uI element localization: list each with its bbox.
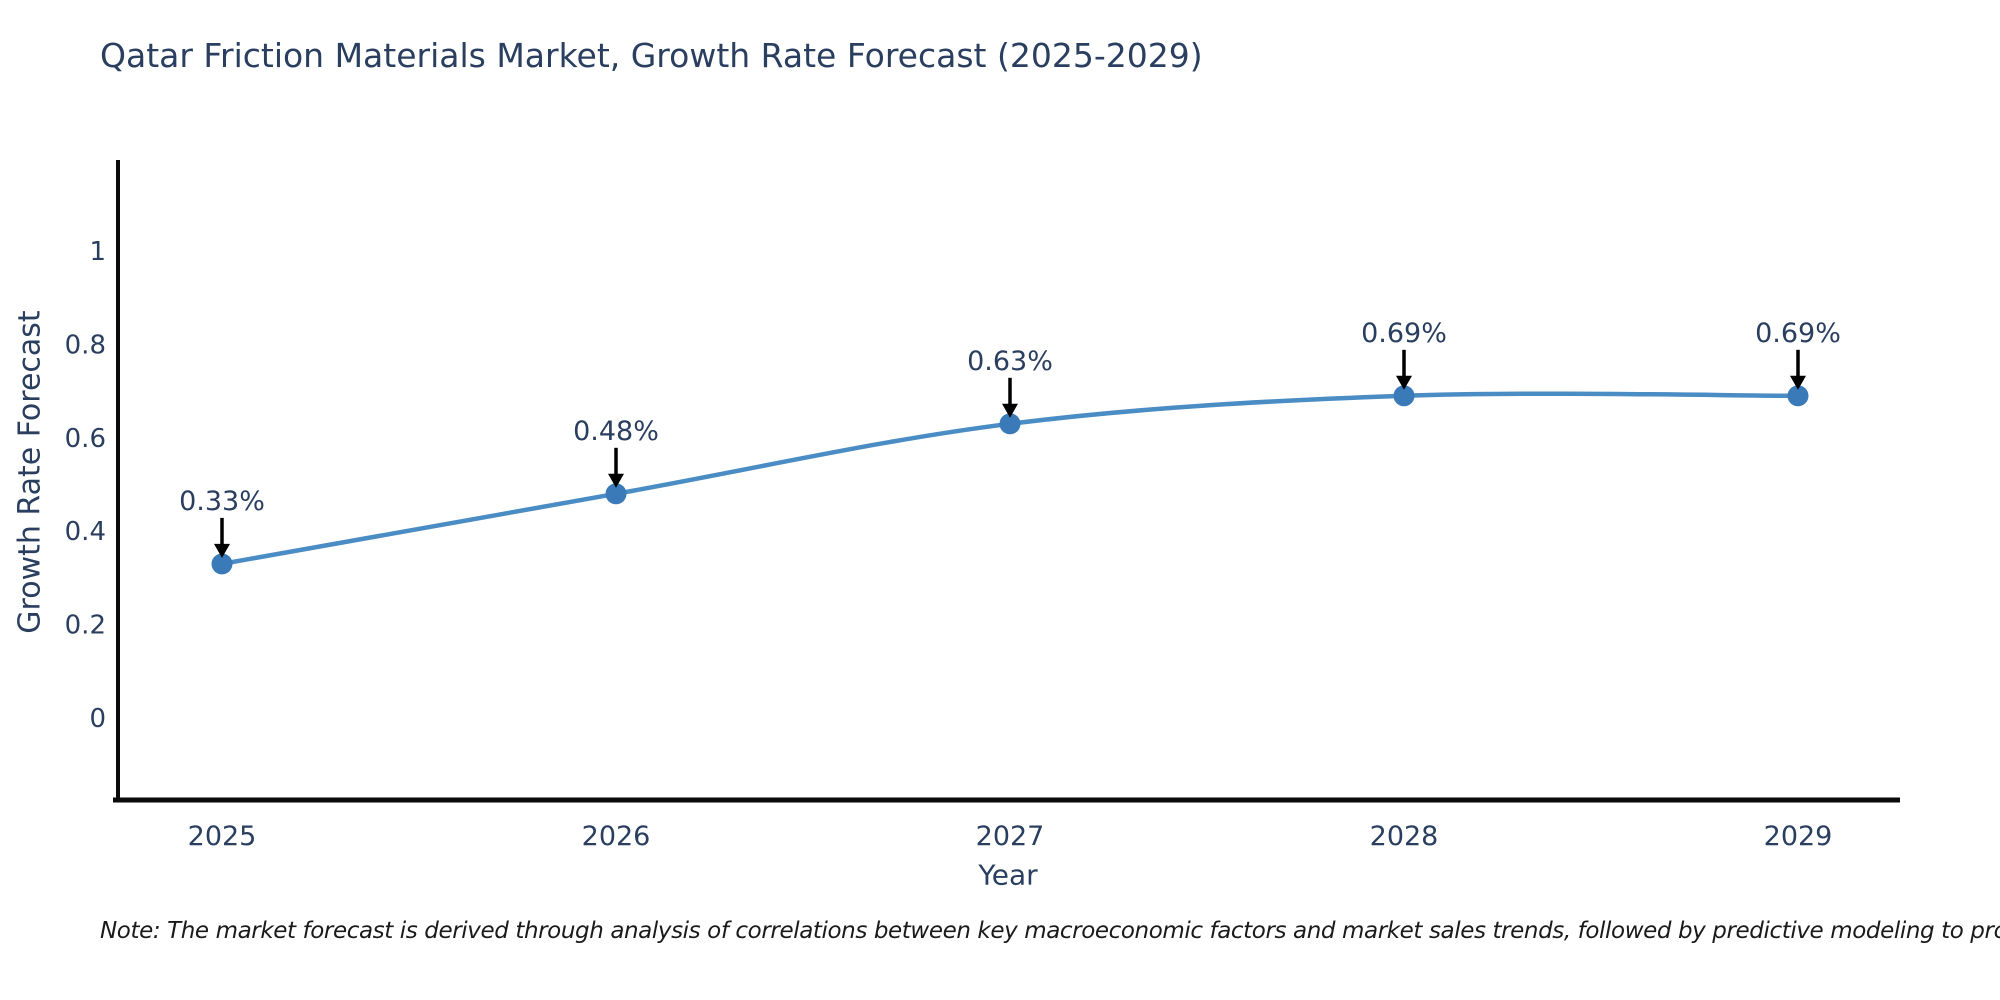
annotation-arrow-head	[1002, 403, 1018, 418]
annotation-arrow-head	[608, 473, 624, 488]
chart-title: Qatar Friction Materials Market, Growth …	[100, 36, 1203, 75]
data-point-2025[interactable]	[211, 553, 233, 575]
y-tick-label: 0.2	[65, 611, 106, 641]
annotation-arrow-head	[1396, 375, 1412, 390]
point-label: 0.69%	[1755, 318, 1841, 349]
data-point-2028[interactable]	[1393, 385, 1415, 407]
point-label: 0.33%	[179, 486, 265, 517]
y-tick-label: 0	[89, 704, 106, 734]
y-tick-label: 0.6	[65, 424, 106, 454]
y-tick-label: 0.8	[65, 330, 106, 360]
point-label: 0.69%	[1361, 318, 1447, 349]
x-tick-label: 2029	[1764, 821, 1833, 852]
x-tick-label: 2026	[582, 821, 651, 852]
y-tick-label: 1	[89, 237, 106, 267]
x-tick-label: 2028	[1370, 821, 1439, 852]
x-tick-label: 2027	[976, 821, 1045, 852]
footnote: Note: The market forecast is derived thr…	[100, 918, 2000, 944]
y-tick-label: 0.4	[65, 517, 106, 547]
point-label: 0.48%	[573, 416, 659, 447]
annotation-arrow-head	[214, 543, 230, 558]
data-point-2027[interactable]	[999, 413, 1021, 435]
data-point-2029[interactable]	[1787, 385, 1809, 407]
x-axis-title: Year	[978, 858, 1038, 892]
annotation-arrow-head	[1790, 375, 1806, 390]
x-tick-label: 2025	[188, 821, 257, 852]
data-point-2026[interactable]	[605, 483, 627, 505]
y-axis-title: Growth Rate Forecast	[12, 310, 48, 634]
point-label: 0.63%	[967, 346, 1053, 377]
